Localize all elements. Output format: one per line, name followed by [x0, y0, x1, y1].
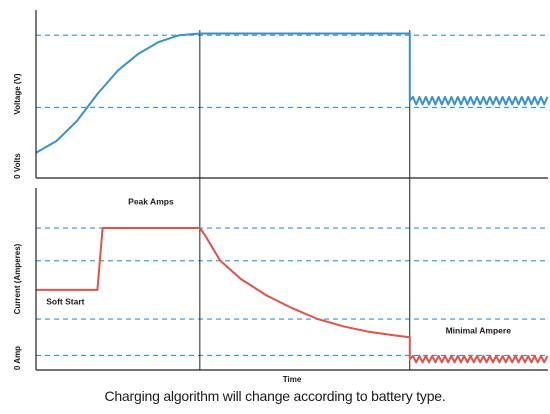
chart-caption: Charging algorithm will change according…	[104, 388, 446, 404]
current-annotation-0: Soft Start	[46, 296, 84, 306]
current-annotation-2: Minimal Ampere	[446, 326, 512, 336]
current-axis-label: Current (Amperes)	[13, 243, 22, 314]
voltage-series-line	[35, 32, 549, 154]
chart-text: Voltage (V) 0 Volts Current (Amperes) 0 Amp…	[13, 73, 511, 384]
voltage-baseline-label: 0 Volts	[13, 153, 22, 179]
current-baseline-label: 0 Amp	[13, 346, 22, 370]
series-lines	[35, 32, 549, 364]
current-annotation-1: Peak Amps	[128, 196, 174, 206]
x-axis-label: Time	[283, 375, 302, 384]
voltage-axis-label: Voltage (V)	[13, 73, 22, 115]
axes	[35, 10, 548, 371]
current-series-line	[36, 227, 549, 364]
